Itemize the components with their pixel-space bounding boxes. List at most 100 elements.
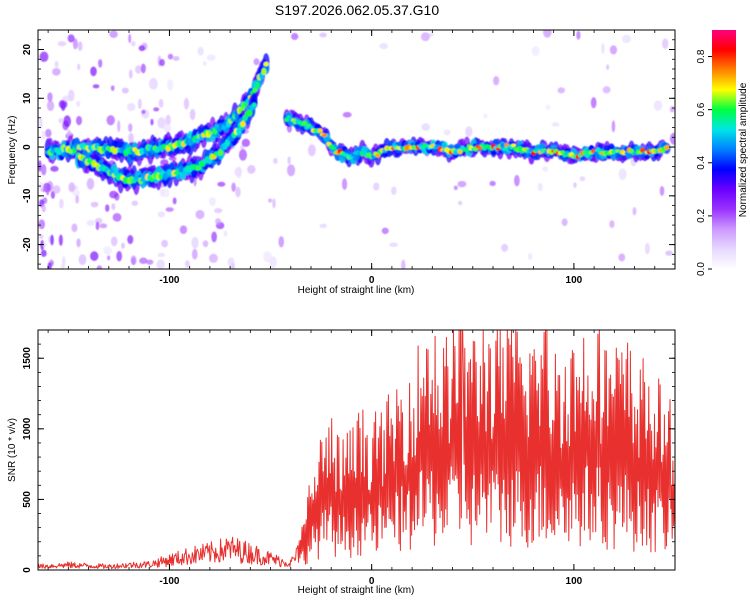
spectrogram-noise-cell	[483, 113, 488, 119]
spectrogram-noise-cell	[168, 156, 177, 161]
spectrogram-noise-cell	[223, 230, 228, 237]
spectrogram-noise-cell	[99, 223, 108, 229]
spectrogram-noise-cell	[202, 240, 209, 248]
spectrogram-noise-cell	[131, 200, 139, 206]
spectrogram-ridge-cell	[495, 147, 501, 151]
spectrogram-noise-cell	[618, 168, 627, 180]
spectrogram-noise-cell	[41, 130, 46, 140]
spectrogram-noise-cell	[493, 75, 500, 86]
spectrogram-noise-cell	[443, 129, 451, 136]
spectrogram-noise-cell	[41, 164, 47, 176]
snr-frame	[37, 329, 676, 571]
spectrogram-noise-cell	[157, 211, 166, 218]
spectrogram-noise-cell	[52, 68, 61, 76]
spectrogram-noise-cell	[128, 123, 133, 133]
spectrogram-noise-cell	[52, 185, 61, 194]
spectrogram-ridge-cell	[261, 67, 267, 76]
spectrogram-noise-cell	[130, 255, 137, 266]
spectrogram-noise-cell	[165, 207, 174, 212]
spectrogram-noise-cell	[90, 251, 99, 261]
spectrogram-noise-cell	[39, 117, 43, 130]
spectrogram-x-tick-label: 100	[566, 275, 583, 286]
spectrogram-noise-cell	[45, 184, 50, 196]
spectrogram-noise-cell	[576, 30, 581, 40]
snr-y-tick-label: 1000	[22, 417, 33, 440]
snr-y-tick-label: 1500	[22, 347, 33, 370]
spectrogram-ridge-cell	[301, 120, 308, 126]
spectrogram-noise-cell	[428, 32, 434, 37]
spectrogram-noise-cell	[86, 219, 95, 227]
spectrogram-noise-cell	[138, 45, 146, 52]
snr-y-tick-label: 0	[22, 567, 33, 573]
spectrogram-ridge-cell	[375, 153, 381, 158]
spectrogram-noise-cell	[86, 178, 95, 190]
spectrogram-noise-cell	[67, 34, 75, 43]
colorbar-tick-label: 0.4	[696, 155, 707, 169]
spectrogram-noise-cell	[96, 265, 103, 269]
spectrogram-noise-cell	[235, 186, 241, 198]
spectrogram-noise-cell	[501, 243, 509, 252]
spectrogram-noise-cell	[644, 242, 650, 255]
spectrogram-noise-cell	[590, 97, 597, 109]
spectrogram-noise-cell	[165, 114, 171, 126]
spectrogram-ridge-cell	[499, 142, 506, 148]
spectrogram-noise-cell	[489, 180, 496, 187]
spectrogram-noise-cell	[286, 164, 296, 177]
spectrogram-noise-cell	[420, 32, 430, 42]
spectrogram-noise-cell	[77, 63, 81, 71]
spectrogram-noise-cell	[72, 38, 78, 50]
spectrogram-noise-cell	[92, 84, 100, 89]
spectrogram-ridge-cell	[263, 61, 269, 67]
spectrogram-noise-cell	[63, 115, 72, 128]
spectrogram-noise-cell	[545, 104, 551, 110]
spectrogram-ridge-cell	[194, 137, 200, 144]
spectrogram-ridge-cell	[216, 127, 222, 132]
spectrogram-noise-cell	[110, 236, 118, 247]
spectrogram-noise-cell	[146, 259, 154, 265]
spectrogram-noise-cell	[231, 182, 236, 192]
spectrogram-noise-cell	[121, 242, 125, 249]
spectrogram-noise-cell	[319, 32, 327, 38]
spectrogram-noise-cell	[272, 198, 276, 209]
colorbar: 0.0 0.2 0.4 0.6 0.8 Normalized spectral ampl…	[696, 30, 749, 276]
spectrogram-noise-cell	[161, 188, 170, 198]
spectrogram-noise-cell	[40, 240, 45, 251]
spectrogram-noise-cell	[208, 253, 218, 263]
spectrogram-noise-cell	[157, 117, 166, 129]
spectrogram-ridge-cell	[252, 87, 258, 93]
spectrogram-noise-cell	[77, 41, 83, 51]
spectrogram-noise-cell	[135, 65, 142, 74]
spectrogram-noise-cell	[139, 257, 148, 264]
snr-x-tick-label: -100	[159, 576, 179, 587]
spectrogram-x-axis-label: Height of straight line (km)	[298, 285, 415, 296]
spectrogram-noise-cell	[90, 66, 97, 77]
spectrogram-noise-cell	[39, 234, 44, 240]
spectrogram-noise-cell	[117, 120, 121, 133]
spectrogram-noise-cell	[60, 263, 65, 269]
spectrogram-y-tick-label: 0	[22, 144, 33, 150]
spectrogram-noise-cell	[58, 99, 68, 109]
spectrogram-y-tick-label: 10	[22, 92, 33, 104]
spectrogram-noise-cell	[453, 185, 458, 191]
spectrogram-noise-cell	[659, 185, 665, 196]
snr-x-axis-label: Height of straight line (km)	[298, 585, 415, 596]
spectrogram-noise-cell	[179, 225, 188, 235]
spectrogram-noise-cell	[234, 167, 243, 177]
spectrogram-noise-cell	[528, 253, 533, 260]
spectrogram-noise-cell	[531, 46, 540, 56]
spectrogram-noise-cell	[573, 182, 577, 188]
spectrogram-noise-cell	[184, 260, 190, 268]
spectrogram-ridge-cell	[664, 145, 670, 151]
spectrogram-noise-cell	[42, 242, 48, 248]
spectrogram-noise-cell	[162, 124, 172, 133]
spectrogram-noise-cell	[72, 189, 81, 197]
spectrogram-noise-cell	[189, 108, 196, 121]
spectrogram-noise-cell	[98, 59, 103, 68]
spectrogram-noise-cell	[161, 239, 169, 248]
spectrogram-noise-cell	[514, 174, 520, 187]
spectrogram-noise-cell	[128, 69, 133, 79]
colorbar-ticks: 0.0 0.2 0.4 0.6 0.8	[696, 49, 712, 276]
colorbar-tick-label: 0.8	[696, 49, 707, 63]
spectrogram-noise-cell	[217, 181, 226, 187]
